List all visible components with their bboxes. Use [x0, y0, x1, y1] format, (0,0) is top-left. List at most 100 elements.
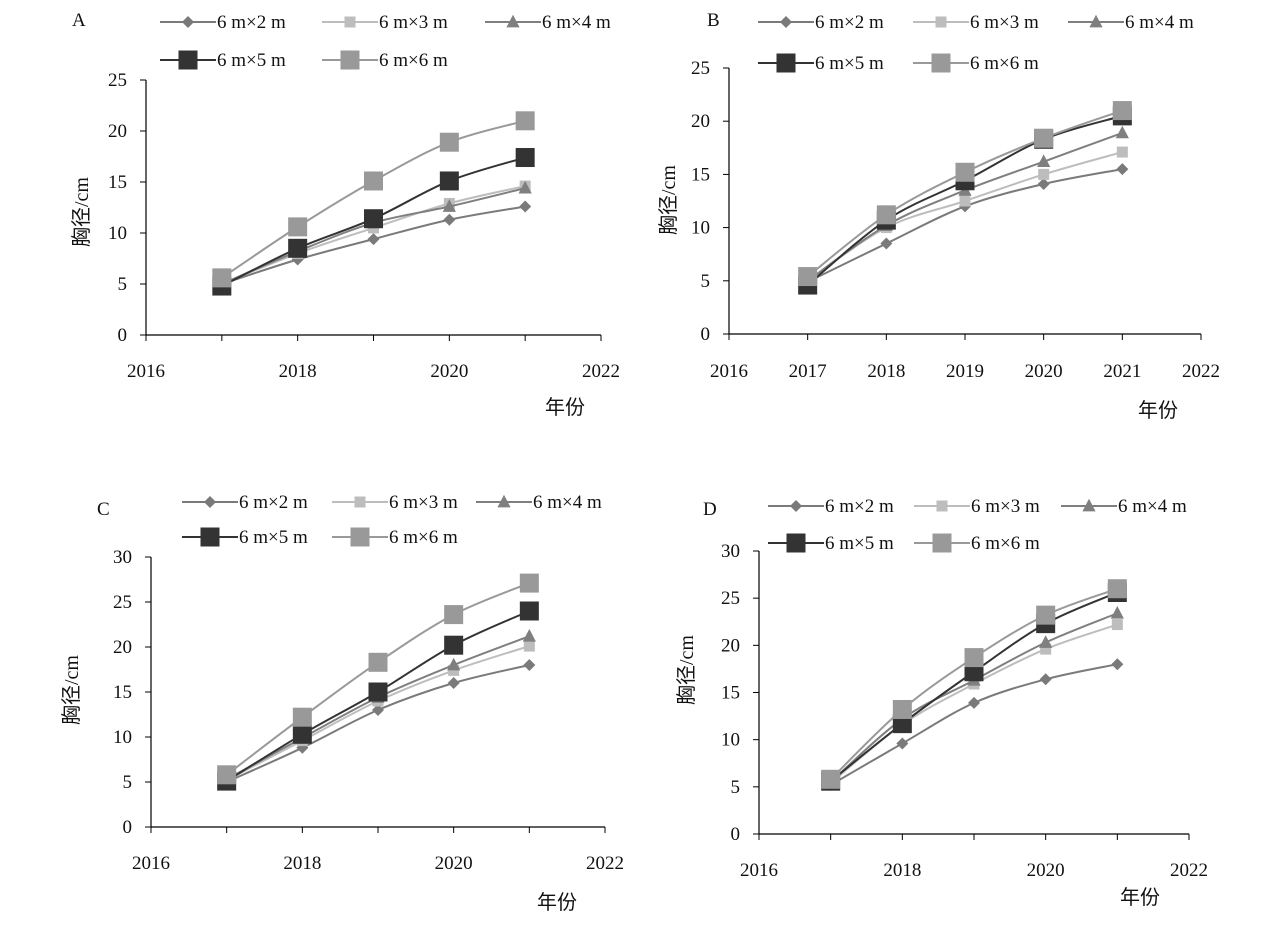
legend-entry: 6 m×3 m — [913, 12, 1039, 33]
legend-marker — [354, 496, 366, 508]
data-point — [519, 573, 539, 593]
y-tick-label: 25 — [108, 70, 127, 91]
x-axis-label: 年份 — [1120, 886, 1160, 909]
y-tick-label: 30 — [721, 541, 740, 562]
legend-entry: 6 m×6 m — [913, 53, 1039, 74]
legend-entry: 6 m×3 m — [332, 492, 458, 513]
legend-entry: 6 m×5 m — [758, 53, 884, 74]
x-tick-label: 2022 — [1170, 860, 1208, 881]
legend-label: 6 m×4 m — [533, 492, 602, 513]
data-point — [523, 640, 535, 652]
legend-marker — [350, 527, 370, 547]
x-tick-label: 2017 — [789, 361, 827, 382]
series-6-m-6-m — [798, 101, 1132, 287]
panel-label: C — [97, 499, 110, 520]
chart-panel-b: B 6 m×2 m 6 m×3 m 6 m×4 m 6 m×5 m 6 m×6 m 0 5 10… — [657, 10, 1220, 422]
x-tick-label: 2016 — [132, 853, 170, 874]
data-point — [515, 111, 535, 131]
data-point — [896, 737, 909, 750]
x-tick-label: 2016 — [127, 361, 165, 382]
y-tick-label: 20 — [108, 121, 127, 142]
data-point — [518, 180, 532, 194]
data-point — [439, 171, 459, 191]
legend-entry: 6 m×2 m — [758, 12, 884, 33]
data-point — [892, 699, 912, 719]
y-tick-label: 20 — [691, 111, 710, 132]
series-6-m-5-m — [212, 148, 535, 296]
data-point — [880, 237, 893, 250]
legend-marker — [204, 496, 216, 508]
data-point — [212, 268, 232, 288]
y-tick-label: 15 — [691, 164, 710, 185]
series-6-m-6-m — [821, 579, 1127, 789]
legend-entry: 6 m×6 m — [332, 527, 458, 548]
data-point — [442, 199, 456, 212]
data-point — [1040, 643, 1052, 655]
data-point — [959, 195, 971, 207]
legend-label: 6 m×5 m — [815, 53, 884, 74]
legend-marker — [780, 16, 792, 28]
data-point — [522, 629, 536, 642]
data-point — [288, 238, 308, 258]
data-point — [367, 233, 380, 246]
legend-marker — [178, 50, 198, 70]
x-tick-label: 2022 — [582, 361, 620, 382]
x-tick-label: 2020 — [435, 853, 473, 874]
legend-entry: 6 m×4 m — [485, 12, 611, 33]
data-point — [519, 200, 532, 213]
data-point — [798, 267, 818, 287]
data-point — [519, 601, 539, 621]
legend-label: 6 m×5 m — [825, 533, 894, 554]
legend-entry: 6 m×5 m — [160, 50, 286, 71]
legend-label: 6 m×3 m — [970, 12, 1039, 33]
legend-entry: 6 m×3 m — [322, 12, 448, 33]
data-point — [1036, 605, 1056, 625]
x-tick-label: 2020 — [1025, 361, 1063, 382]
data-point — [964, 648, 984, 668]
y-tick-label: 15 — [113, 682, 132, 703]
x-tick-label: 2021 — [1103, 361, 1141, 382]
data-point — [291, 253, 304, 266]
data-point — [523, 659, 536, 671]
y-tick-label: 5 — [701, 271, 711, 292]
y-tick-label: 30 — [113, 547, 132, 568]
data-point — [1037, 177, 1050, 190]
legend-label: 6 m×6 m — [379, 50, 448, 71]
legend-marker — [200, 527, 220, 547]
legend-entry: 6 m×2 m — [768, 496, 894, 517]
chart-panel-a: A 6 m×2 m 6 m×3 m 6 m×4 m 6 m×5 m 6 m×6 m 0 5 10… — [70, 10, 620, 419]
legend-marker — [497, 494, 511, 508]
legend-label: 6 m×6 m — [389, 527, 458, 548]
legend-marker — [344, 16, 356, 28]
data-point — [515, 148, 535, 168]
y-tick-label: 10 — [108, 223, 127, 244]
x-tick-label: 2020 — [430, 361, 468, 382]
data-point — [439, 132, 459, 152]
legend-label: 6 m×2 m — [825, 496, 894, 517]
legend-label: 6 m×4 m — [542, 12, 611, 33]
x-tick-label: 2020 — [1027, 860, 1065, 881]
y-tick-label: 10 — [691, 218, 710, 239]
x-tick-label: 2022 — [1182, 361, 1220, 382]
series-line — [226, 582, 530, 776]
legend-entry: 6 m×2 m — [160, 12, 286, 33]
legend-entry: 6 m×6 m — [914, 533, 1040, 554]
data-point — [443, 213, 456, 226]
x-axis-label: 年份 — [545, 396, 585, 419]
data-point — [1110, 606, 1124, 619]
y-tick-label: 0 — [118, 325, 128, 346]
data-point — [1111, 619, 1123, 631]
y-tick-label: 25 — [691, 58, 710, 79]
data-point — [372, 704, 384, 716]
legend-label: 6 m×6 m — [970, 53, 1039, 74]
y-axis-label: 胸径/cm — [70, 177, 93, 247]
data-point — [1115, 125, 1129, 139]
data-point — [876, 205, 896, 225]
legend-label: 6 m×5 m — [217, 50, 286, 71]
data-point — [364, 209, 383, 229]
legend-entry: 6 m×5 m — [182, 527, 308, 548]
data-point — [292, 724, 312, 744]
data-point — [1116, 163, 1129, 176]
chart-panel-d: D 6 m×2 m 6 m×3 m 6 m×4 m 6 m×5 m 6 m×6 m 0 5 10… — [675, 496, 1208, 909]
